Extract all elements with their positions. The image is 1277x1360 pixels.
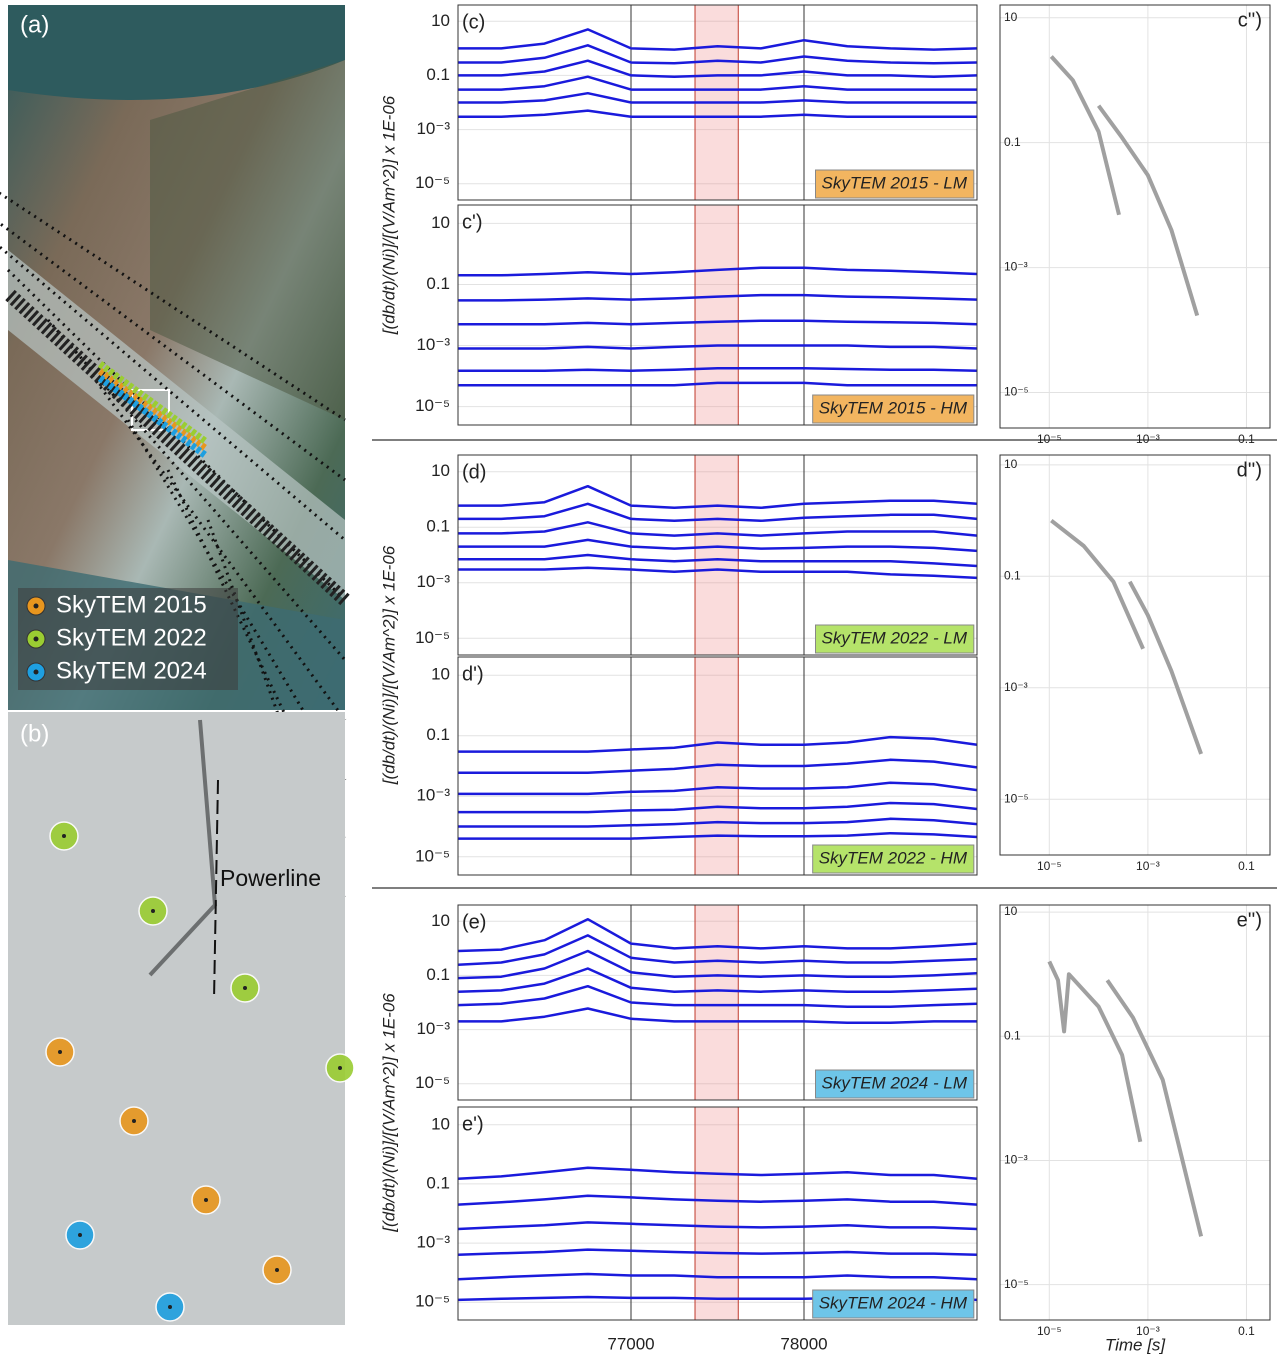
panel-title: c') [462, 211, 482, 233]
y-tick-label: 10 [1004, 904, 1018, 918]
y-tick-label: 10⁻³ [416, 1233, 450, 1252]
panel-title: c'') [1238, 9, 1262, 31]
panel-title: e'') [1237, 909, 1262, 931]
y-tick-label: 0.1 [426, 65, 450, 84]
y-tick-label: 10 [431, 1114, 450, 1133]
y-tick-label: 10⁻⁵ [1004, 1277, 1029, 1291]
y-tick-label: 10⁻³ [416, 119, 450, 138]
series-label: SkyTEM 2022 - HM [819, 848, 968, 867]
sounding-dot [151, 909, 155, 913]
sounding-dot [275, 1268, 279, 1272]
map-b: (b) Powerline [8, 712, 354, 1325]
annotation: Powerline [220, 865, 321, 891]
x-tick-label: 10⁻³ [1136, 432, 1160, 446]
y-tick-label: 10⁻⁵ [415, 846, 450, 865]
panel: 10⁻⁵ 10⁻³ 0.1 10 d') SkyTEM 2022 - HM [415, 657, 977, 875]
highlight-band [695, 205, 738, 425]
sounding-dot [62, 834, 66, 838]
panel-label: (b) [20, 720, 49, 747]
panel: 10⁻⁵10⁻³0.11010⁻⁵10⁻³0.1e'')Time [s] [1000, 904, 1270, 1354]
y-tick-label: 10⁻⁵ [415, 396, 450, 415]
panel-title: (e) [462, 911, 486, 933]
legend-icon-dot [34, 604, 39, 609]
x-tick-label: 10⁻⁵ [1037, 1324, 1062, 1338]
y-tick-label: 10⁻³ [416, 786, 450, 805]
y-axis-label: [(db/dt)/(Ni)]/[(V/Am^2)] x 1E-06 [379, 993, 398, 1233]
x-tick-label: 10⁻⁵ [1037, 432, 1062, 446]
y-tick-label: 10⁻³ [416, 1019, 450, 1038]
x-axis-label: Time [s] [1105, 1335, 1167, 1354]
y-tick-label: 10⁻⁵ [1004, 385, 1029, 399]
panel-label: (a) [20, 11, 49, 38]
plot-area [1000, 5, 1270, 428]
x-tick-label: 77000 [607, 1334, 654, 1353]
figure: (a) SkyTEM 2015 SkyTEM 2022 SkyTEM 2024 (b… [0, 0, 1277, 1360]
x-tick-label: 10⁻³ [1136, 859, 1160, 873]
legend-label: SkyTEM 2015 [56, 591, 207, 618]
legend-label: SkyTEM 2022 [56, 624, 207, 651]
series-label: SkyTEM 2022 - LM [822, 628, 968, 647]
panel-title: e') [462, 1113, 484, 1135]
series-label: SkyTEM 2015 - HM [819, 398, 968, 417]
panel: 10⁻⁵ 10⁻³ 0.1 10 10⁻⁵ 10⁻³ 0.1 d'') [1000, 455, 1270, 873]
y-tick-label: 0.1 [426, 274, 450, 293]
panel: 10⁻⁵ 10⁻³ 0.1 10 77000 78000 e') SkyTEM 2024 - … [415, 1107, 977, 1353]
y-tick-label: 0.1 [1004, 135, 1021, 149]
x-tick-label: 0.1 [1238, 859, 1255, 873]
x-tick-label: 78000 [780, 1334, 827, 1353]
x-tick-label: 0.1 [1238, 432, 1255, 446]
y-axis-label: [(db/dt)/(Ni)]/[(V/Am^2)] x 1E-06 [379, 95, 398, 335]
satellite-image [8, 712, 345, 1325]
legend-label: SkyTEM 2024 [56, 657, 207, 684]
y-tick-label: 10⁻³ [1004, 680, 1028, 694]
y-tick-label: 10⁻³ [1004, 260, 1028, 274]
panel-title: (c) [462, 11, 485, 33]
y-tick-label: 10 [1004, 457, 1018, 471]
panel-title: (d) [462, 461, 486, 483]
y-tick-label: 0.1 [426, 517, 450, 536]
x-tick-label: 10⁻⁵ [1037, 859, 1062, 873]
legend-icon-dot [34, 637, 39, 642]
sounding-dot [78, 1233, 82, 1237]
x-tick-label: 0.1 [1238, 1324, 1255, 1338]
y-tick-label: 10 [431, 461, 450, 480]
y-tick-label: 0.1 [426, 725, 450, 744]
plot-area [1000, 455, 1270, 855]
sounding-dot [338, 1066, 342, 1070]
legend-icon-dot [34, 670, 39, 675]
y-tick-label: 10⁻³ [1004, 1153, 1028, 1167]
highlight-band [695, 1107, 738, 1320]
series-label: SkyTEM 2024 - LM [822, 1073, 968, 1092]
y-axis-label: [(db/dt)/(Ni)]/[(V/Am^2)] x 1E-06 [379, 545, 398, 785]
y-tick-label: 10⁻⁵ [1004, 791, 1029, 805]
y-tick-label: 10⁻⁵ [415, 1073, 450, 1092]
y-tick-label: 10 [1004, 10, 1018, 24]
sounding-dot [204, 1198, 208, 1202]
series-label: SkyTEM 2024 - HM [819, 1293, 968, 1312]
y-tick-label: 0.1 [426, 965, 450, 984]
y-tick-label: 10 [431, 911, 450, 930]
y-tick-label: 0.1 [426, 1173, 450, 1192]
y-tick-label: 10⁻⁵ [415, 628, 450, 647]
sounding-dot [58, 1050, 62, 1054]
y-tick-label: 10 [431, 11, 450, 30]
y-tick-label: 0.1 [1004, 568, 1021, 582]
y-tick-label: 10⁻³ [416, 572, 450, 591]
y-tick-label: 10⁻⁵ [415, 173, 450, 192]
y-tick-label: 10⁻⁵ [415, 1292, 450, 1311]
y-tick-label: 10 [431, 665, 450, 684]
sounding-dot [168, 1305, 172, 1309]
highlight-band [695, 455, 738, 655]
sounding-dot [132, 1119, 136, 1123]
y-tick-label: 10 [431, 213, 450, 232]
y-tick-label: 10⁻³ [416, 335, 450, 354]
highlight-band [695, 905, 738, 1100]
panel: 10⁻⁵ 10⁻³ 0.1 10 10⁻⁵ 10⁻³ 0.1 c'') [1000, 5, 1270, 446]
panel-title: d') [462, 663, 484, 685]
panel-title: d'') [1237, 459, 1262, 481]
series-label: SkyTEM 2015 - LM [822, 173, 968, 192]
y-tick-label: 0.1 [1004, 1028, 1021, 1042]
panel: 10⁻⁵ 10⁻³ 0.1 10 c') SkyTEM 2015 - HM [415, 205, 977, 425]
sounding-dot [243, 986, 247, 990]
